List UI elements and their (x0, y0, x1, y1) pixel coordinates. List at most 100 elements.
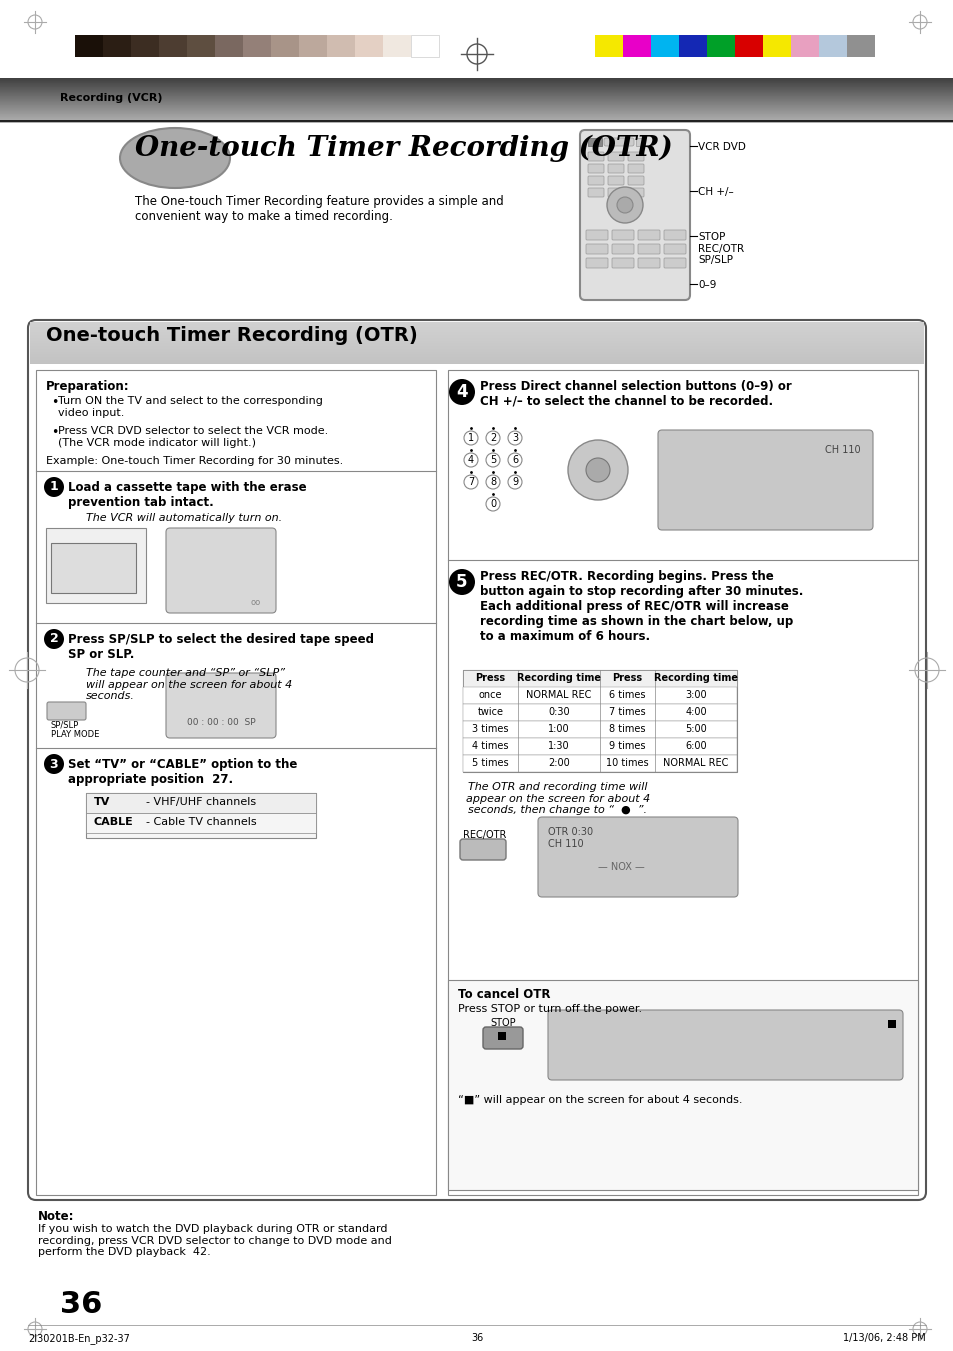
Bar (462, 670, 737, 688)
Text: REC/OTR: REC/OTR (462, 830, 506, 840)
FancyBboxPatch shape (612, 245, 634, 254)
Text: •: • (51, 396, 58, 409)
FancyBboxPatch shape (612, 258, 634, 267)
Circle shape (485, 497, 499, 511)
FancyBboxPatch shape (587, 153, 603, 161)
Text: 6 times: 6 times (609, 690, 645, 700)
Text: STOP: STOP (490, 1019, 516, 1028)
FancyBboxPatch shape (627, 176, 643, 185)
Bar (86, 813, 315, 834)
Text: The VCR will automatically turn on.: The VCR will automatically turn on. (86, 513, 282, 523)
Text: Press REC/OTR. Recording begins. Press the
button again to stop recording after : Press REC/OTR. Recording begins. Press t… (479, 570, 802, 643)
Text: 8: 8 (490, 477, 496, 486)
Text: Preparation:: Preparation: (46, 380, 130, 393)
Text: 4: 4 (456, 382, 467, 401)
FancyBboxPatch shape (482, 1027, 522, 1048)
Circle shape (485, 476, 499, 489)
Circle shape (44, 630, 64, 648)
Text: 6: 6 (512, 455, 517, 465)
Text: 2:00: 2:00 (548, 758, 569, 767)
FancyBboxPatch shape (612, 230, 634, 240)
Bar (327, 35, 355, 57)
FancyBboxPatch shape (47, 703, 86, 720)
Text: CABLE: CABLE (94, 817, 133, 827)
Text: 3:00: 3:00 (684, 690, 706, 700)
Circle shape (44, 754, 64, 774)
FancyBboxPatch shape (638, 245, 659, 254)
Bar (448, 370, 917, 1196)
Text: Press VCR DVD selector to select the VCR mode.
(The VCR mode indicator will ligh: Press VCR DVD selector to select the VCR… (58, 426, 328, 447)
Bar (355, 35, 382, 57)
Text: CH 110: CH 110 (824, 444, 861, 455)
Circle shape (44, 477, 64, 497)
Bar (818, 35, 846, 57)
Bar (762, 35, 790, 57)
Circle shape (507, 476, 521, 489)
FancyBboxPatch shape (587, 188, 603, 197)
Circle shape (507, 453, 521, 467)
Text: 7 times: 7 times (609, 707, 645, 717)
Text: 5: 5 (456, 573, 467, 590)
FancyBboxPatch shape (638, 258, 659, 267)
Circle shape (463, 431, 477, 444)
FancyBboxPatch shape (663, 245, 685, 254)
Circle shape (606, 186, 642, 223)
FancyBboxPatch shape (607, 176, 623, 185)
Text: Press Direct channel selection buttons (0–9) or
CH +/– to select the channel to : Press Direct channel selection buttons (… (479, 380, 791, 408)
Bar (679, 35, 706, 57)
Text: Press: Press (612, 673, 642, 684)
FancyBboxPatch shape (587, 176, 603, 185)
Bar (462, 755, 737, 771)
Text: 2: 2 (50, 632, 58, 646)
Bar (622, 35, 650, 57)
Bar (706, 35, 734, 57)
Text: Recording time: Recording time (517, 673, 600, 684)
Text: 36: 36 (60, 1290, 102, 1319)
Text: OTR 0:30: OTR 0:30 (547, 827, 593, 838)
FancyBboxPatch shape (627, 188, 643, 197)
Bar (131, 35, 159, 57)
Bar (243, 35, 271, 57)
Text: 9: 9 (512, 477, 517, 486)
Circle shape (485, 453, 499, 467)
Circle shape (585, 458, 609, 482)
Text: SP/SLP
PLAY MODE: SP/SLP PLAY MODE (51, 720, 99, 739)
Circle shape (463, 476, 477, 489)
Bar (382, 35, 411, 57)
Text: 9 times: 9 times (609, 740, 645, 751)
Bar (46, 528, 146, 603)
Text: 3 times: 3 times (472, 724, 508, 734)
Text: oo: oo (251, 598, 261, 607)
Text: “■” will appear on the screen for about 4 seconds.: “■” will appear on the screen for about … (457, 1096, 741, 1105)
FancyBboxPatch shape (638, 230, 659, 240)
Text: 4:00: 4:00 (684, 707, 706, 717)
FancyBboxPatch shape (166, 673, 275, 738)
FancyBboxPatch shape (30, 322, 923, 363)
Text: One-touch Timer Recording (OTR): One-touch Timer Recording (OTR) (46, 326, 417, 345)
FancyBboxPatch shape (627, 163, 643, 173)
Text: 3: 3 (512, 434, 517, 443)
Text: 5:00: 5:00 (684, 724, 706, 734)
Bar (86, 793, 315, 838)
Bar (298, 35, 327, 57)
Text: CH +/–: CH +/– (698, 186, 733, 197)
Text: •: • (51, 426, 58, 439)
Text: NORMAL REC: NORMAL REC (662, 758, 728, 767)
Text: 1: 1 (468, 434, 474, 443)
Text: 2I30201B-En_p32-37: 2I30201B-En_p32-37 (28, 1333, 130, 1344)
FancyBboxPatch shape (28, 320, 925, 1200)
Text: 1:00: 1:00 (548, 724, 569, 734)
Text: The tape counter and “SP” or “SLP”
will appear on the screen for about 4
seconds: The tape counter and “SP” or “SLP” will … (86, 667, 292, 701)
FancyBboxPatch shape (603, 138, 634, 146)
Text: If you wish to watch the DVD playback during OTR or standard
recording, press VC: If you wish to watch the DVD playback du… (38, 1224, 392, 1258)
Bar (448, 979, 917, 1190)
Text: STOP
REC/OTR
SP/SLP: STOP REC/OTR SP/SLP (698, 232, 743, 265)
Text: — NOX —: — NOX — (598, 862, 644, 871)
Bar (497, 1032, 505, 1040)
Text: Press STOP or turn off the power.: Press STOP or turn off the power. (457, 1004, 641, 1015)
Text: Set “TV” or “CABLE” option to the
appropriate position  27.: Set “TV” or “CABLE” option to the approp… (68, 758, 297, 786)
Text: 36: 36 (471, 1333, 482, 1343)
Text: 0:30: 0:30 (548, 707, 569, 717)
Circle shape (617, 197, 633, 213)
Bar (103, 35, 131, 57)
